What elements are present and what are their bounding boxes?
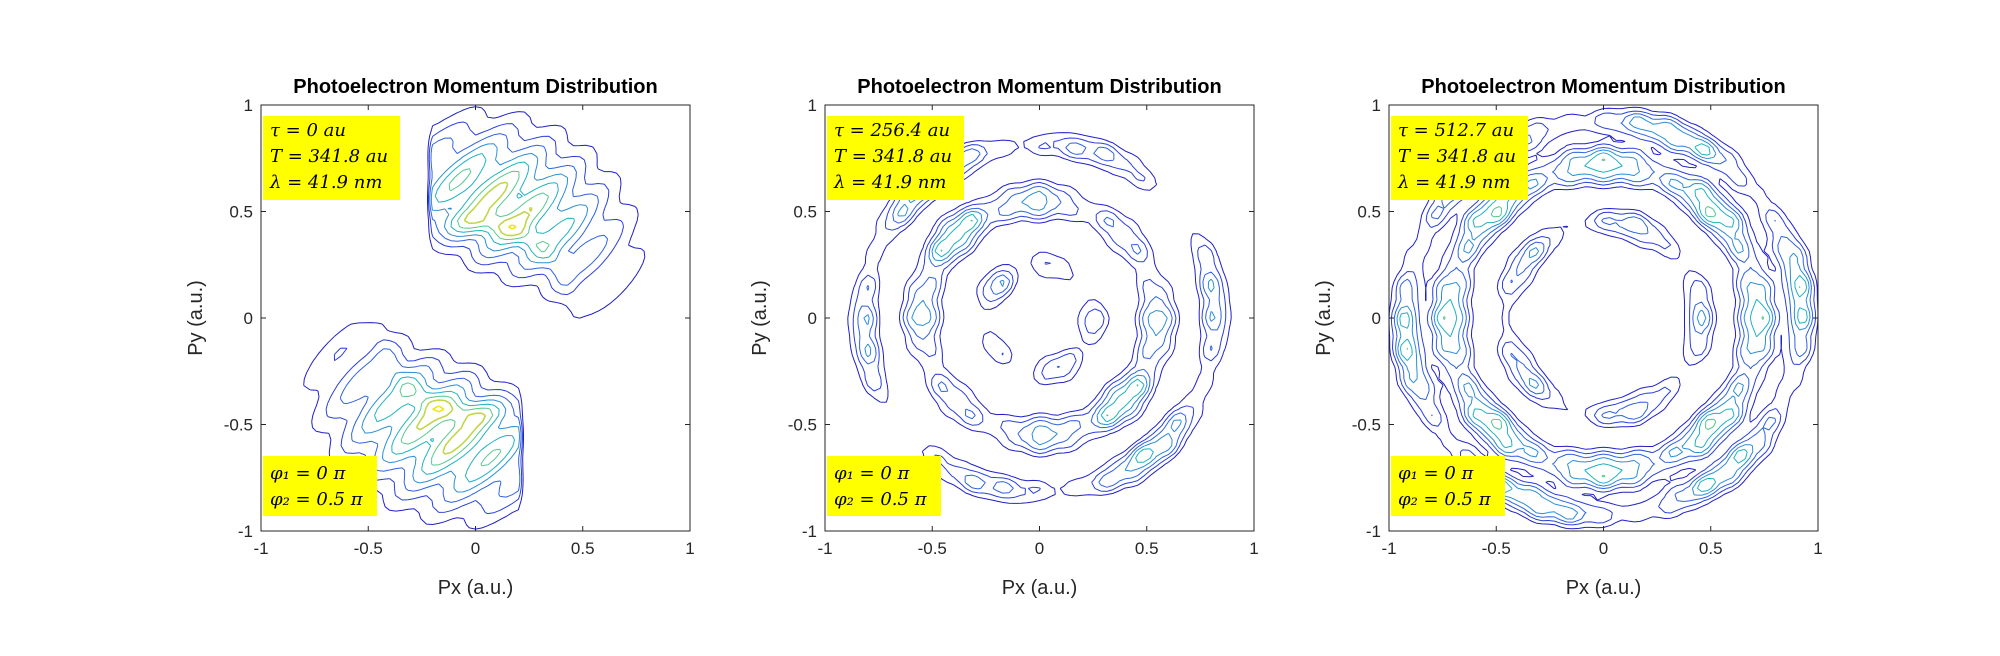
contour-level-1 <box>1389 106 1818 530</box>
panel-3-title: Photoelectron Momentum Distribution <box>1421 76 1785 98</box>
contour-level-2 <box>325 121 624 515</box>
contour-level-1 <box>303 106 646 530</box>
panel-1-annotation-top: τ = 0 au T = 341.8 au λ = 41.9 nm <box>263 116 400 200</box>
panel-2-y-tick-label: 1 <box>808 96 817 115</box>
panel-1-y-tick-label: 1 <box>244 96 253 115</box>
panel-3-y-tick-label: 0 <box>1372 309 1381 328</box>
panel-1-contours <box>303 106 646 530</box>
panel-3-annotation-phi2: φ₂ = 0.5 π <box>1398 489 1492 510</box>
panel-1-annotation-phi1: φ₁ = 0 π <box>270 463 347 484</box>
panel-3-annotation-period: T = 341.8 au <box>1398 146 1516 167</box>
panel-3-annotation-top-box <box>1391 116 1528 200</box>
panel-2-annotation-phi2: φ₂ = 0.5 π <box>834 489 928 510</box>
panel-2-annotation-phi1: φ₁ = 0 π <box>834 463 911 484</box>
panel-3-ticks: -1-1 -0.5 -0.5 0 0 0.5 0.5 1 1 <box>1352 96 1823 558</box>
panel-1: Photoelectron Momentum Distribution -1-1… <box>185 76 695 599</box>
panel-3-ylabel: Py (a.u.) <box>1313 280 1335 356</box>
panel-3-x-tick-label: 0.5 <box>1699 539 1723 558</box>
panel-2-y-tick-label: -1 <box>802 522 817 541</box>
panel-3: Photoelectron Momentum Distribution -1-1… <box>1313 76 1823 599</box>
panel-1-y-tick-label: -1 <box>238 522 253 541</box>
panel-1-y-tick-label: 0 <box>244 309 253 328</box>
panel-3-x-tick-label: 0 <box>1599 539 1608 558</box>
panel-1-ticks: -1-1 -0.5 -0.5 0 0 0.5 0.5 1 1 <box>224 96 695 558</box>
panel-1-annotation-period: T = 341.8 au <box>270 146 388 167</box>
panel-2-ticks: -1-1 -0.5 -0.5 0 0 0.5 0.5 1 1 <box>788 96 1259 558</box>
panel-3-y-tick-label: 0.5 <box>1357 203 1381 222</box>
panel-2-contours <box>847 132 1232 504</box>
panel-1-annotation-tau: τ = 0 au <box>270 120 346 141</box>
panel-1-y-tick-label: 0.5 <box>229 203 253 222</box>
contour-level-5 <box>374 153 575 483</box>
panel-1-x-tick-label: 0.5 <box>571 539 595 558</box>
panel-1-x-tick-label: 1 <box>685 539 694 558</box>
panel-3-y-tick-label: -0.5 <box>1352 416 1381 435</box>
panel-2-annotation-top-box <box>827 116 964 200</box>
panel-3-annotation-lambda: λ = 41.9 nm <box>1397 172 1510 193</box>
contour-level-6 <box>399 168 550 467</box>
panel-2-y-tick-label: 0.5 <box>793 203 817 222</box>
panel-2-annotation-tau: τ = 256.4 au <box>834 120 950 141</box>
contour-level-3 <box>340 133 609 503</box>
panel-2-y-tick-label: -0.5 <box>788 416 817 435</box>
panel-2-x-tick-label: -0.5 <box>918 539 947 558</box>
panel-1-x-tick-label: -1 <box>253 539 268 558</box>
panel-3-y-tick-label: 1 <box>1372 96 1381 115</box>
panel-1-annotation-bottom: φ₁ = 0 π φ₂ = 0.5 π <box>263 456 377 516</box>
panel-3-x-tick-label: -1 <box>1381 539 1396 558</box>
panel-2-xlabel: Px (a.u.) <box>1002 577 1078 599</box>
panel-1-annotation-top-box <box>263 116 400 200</box>
panel-2-annotation-lambda: λ = 41.9 nm <box>833 172 946 193</box>
panel-2-x-tick-label: -1 <box>817 539 832 558</box>
panel-2-x-tick-label: 1 <box>1249 539 1258 558</box>
panel-2-annotation-top: τ = 256.4 au T = 341.8 au λ = 41.9 nm <box>827 116 964 200</box>
contour-level-5 <box>925 173 1154 463</box>
contour-level-4 <box>1396 116 1811 520</box>
panel-3-annotation-phi1: φ₁ = 0 π <box>1398 463 1475 484</box>
contour-level-7 <box>415 181 533 455</box>
panel-1-ylabel: Py (a.u.) <box>185 280 207 356</box>
panel-3-annotation-bottom: φ₁ = 0 π φ₂ = 0.5 π <box>1391 456 1505 516</box>
contour-level-1 <box>847 132 1232 504</box>
panel-1-x-tick-label: -0.5 <box>354 539 383 558</box>
panel-2-ylabel: Py (a.u.) <box>749 280 771 356</box>
panel-1-title: Photoelectron Momentum Distribution <box>293 76 657 98</box>
panel-3-xlabel: Px (a.u.) <box>1566 577 1642 599</box>
panel-3-x-tick-label: 1 <box>1813 539 1822 558</box>
panel-2-x-tick-label: 0.5 <box>1135 539 1159 558</box>
panel-2-annotation-period: T = 341.8 au <box>834 146 952 167</box>
panel-2: Photoelectron Momentum Distribution -1-1… <box>749 76 1259 599</box>
panel-3-annotation-bottom-box <box>1391 456 1505 516</box>
contour-level-6 <box>1406 158 1801 478</box>
contour-level-8 <box>432 224 517 413</box>
panel-3-y-tick-label: -1 <box>1366 522 1381 541</box>
panel-3-x-tick-label: -0.5 <box>1482 539 1511 558</box>
panel-1-annotation-phi2: φ₂ = 0.5 π <box>270 489 364 510</box>
panel-3-annotation-tau: τ = 512.7 au <box>1398 120 1514 141</box>
panel-2-y-tick-label: 0 <box>808 309 817 328</box>
panel-1-annotation-bottom-box <box>263 456 377 516</box>
panel-1-xlabel: Px (a.u.) <box>438 577 514 599</box>
panel-3-annotation-top: τ = 512.7 au T = 341.8 au λ = 41.9 nm <box>1391 116 1528 200</box>
panel-2-title: Photoelectron Momentum Distribution <box>857 76 1221 98</box>
panel-2-x-tick-label: 0 <box>1035 539 1044 558</box>
panel-2-annotation-bottom: φ₁ = 0 π φ₂ = 0.5 π <box>827 456 941 516</box>
panel-2-annotation-bottom-box <box>827 456 941 516</box>
panel-1-annotation-lambda: λ = 41.9 nm <box>269 172 382 193</box>
contour-level-4 <box>361 143 589 493</box>
panel-1-x-tick-label: 0 <box>471 539 480 558</box>
panel-1-y-tick-label: -0.5 <box>224 416 253 435</box>
contour-level-2 <box>1390 110 1817 526</box>
contour-level-6 <box>940 219 1139 417</box>
